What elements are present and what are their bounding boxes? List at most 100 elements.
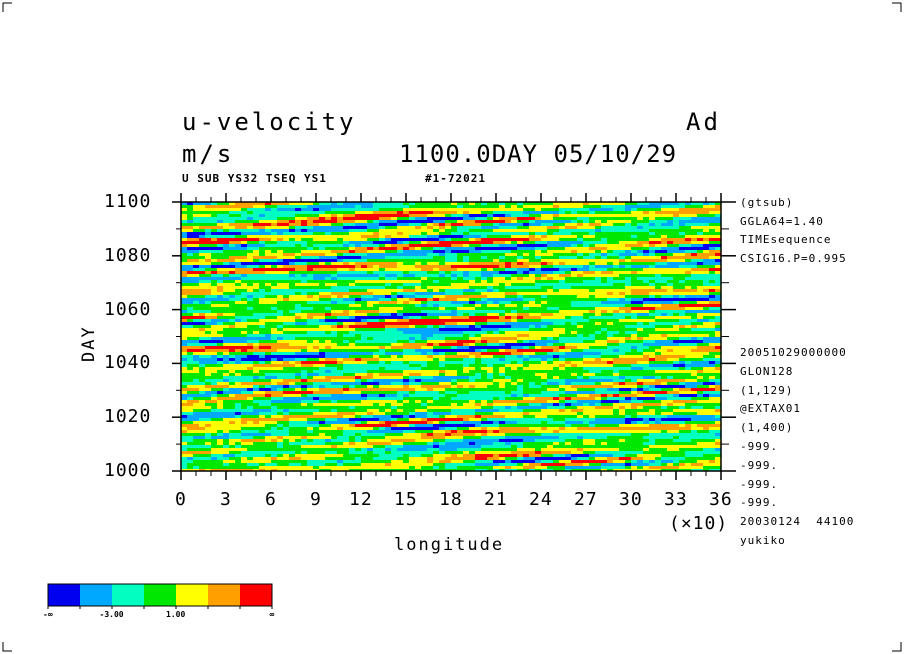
heatmap-cell [469, 235, 475, 238]
heatmap-cell [493, 241, 499, 244]
heatmap-cell [181, 208, 187, 211]
heatmap-cell [217, 274, 223, 277]
heatmap-cell [487, 295, 493, 298]
heatmap-cell [661, 277, 667, 280]
heatmap-cell [667, 277, 673, 280]
heatmap-cell [511, 280, 517, 283]
heatmap-cell [433, 271, 439, 274]
heatmap-cell [577, 220, 583, 223]
heatmap-cell [619, 271, 625, 274]
heatmap-cell [571, 238, 577, 241]
heatmap-cell [289, 280, 295, 283]
heatmap-cell [553, 211, 559, 214]
heatmap-cell [421, 244, 427, 247]
heatmap-cell [547, 301, 553, 304]
heatmap-cell [235, 235, 241, 238]
heatmap-cell [211, 220, 217, 223]
heatmap-cell [631, 298, 637, 301]
heatmap-cell [433, 295, 439, 298]
heatmap-cell [415, 274, 421, 277]
heatmap-cell [409, 250, 415, 253]
heatmap-cell [535, 292, 541, 295]
heatmap-cell [703, 268, 709, 271]
heatmap-cell [481, 256, 487, 259]
heatmap-cell [205, 286, 211, 289]
heatmap-cell [661, 217, 667, 220]
heatmap-cell [703, 274, 709, 277]
heatmap-cell [589, 253, 595, 256]
heatmap-cell [493, 211, 499, 214]
heatmap-cell [205, 211, 211, 214]
heatmap-cell [307, 277, 313, 280]
heatmap-cell [649, 289, 655, 292]
heatmap-cell [199, 274, 205, 277]
heatmap-cell [469, 229, 475, 232]
heatmap-cell [655, 268, 661, 271]
heatmap-cell [697, 304, 703, 307]
heatmap-cell [277, 268, 283, 271]
heatmap-cell [559, 265, 565, 268]
heatmap-cell [643, 241, 649, 244]
heatmap-cell [529, 274, 535, 277]
heatmap-cell [685, 220, 691, 223]
heatmap-cell [679, 271, 685, 274]
heatmap-cell [487, 292, 493, 295]
heatmap-cell [613, 280, 619, 283]
heatmap-cell [475, 265, 481, 268]
heatmap-cell [193, 208, 199, 211]
heatmap-cell [703, 277, 709, 280]
heatmap-cell [385, 271, 391, 274]
heatmap-cell [223, 295, 229, 298]
heatmap-cell [487, 241, 493, 244]
heatmap-cell [193, 304, 199, 307]
heatmap-cell [697, 271, 703, 274]
heatmap-cell [415, 262, 421, 265]
heatmap-cell [205, 226, 211, 229]
heatmap-cell [193, 295, 199, 298]
heatmap-cell [673, 205, 679, 208]
heatmap-cell [715, 229, 721, 232]
heatmap-cell [253, 277, 259, 280]
heatmap-cell [463, 259, 469, 262]
heatmap-cell [691, 214, 697, 217]
heatmap-cell [625, 259, 631, 262]
heatmap-cell [367, 271, 373, 274]
heatmap-cell [283, 271, 289, 274]
heatmap-cell [667, 220, 673, 223]
heatmap-cell [301, 226, 307, 229]
heatmap-cell [253, 226, 259, 229]
heatmap-cell [277, 253, 283, 256]
heatmap-cell [313, 295, 319, 298]
heatmap-cell [415, 286, 421, 289]
heatmap-cell [241, 232, 247, 235]
heatmap-cell [481, 298, 487, 301]
heatmap-cell [595, 208, 601, 211]
heatmap-cell [421, 235, 427, 238]
heatmap-cell [457, 253, 463, 256]
heatmap-cell [607, 283, 613, 286]
heatmap-cell [613, 301, 619, 304]
heatmap-cell [391, 205, 397, 208]
heatmap-cell [361, 301, 367, 304]
heatmap-cell [451, 280, 457, 283]
heatmap-cell [253, 241, 259, 244]
heatmap-cell [247, 238, 253, 241]
heatmap-cell [679, 241, 685, 244]
heatmap-cell [367, 244, 373, 247]
heatmap-cell [385, 202, 391, 205]
heatmap-cell [211, 268, 217, 271]
heatmap-cell [553, 250, 559, 253]
heatmap-cell [481, 202, 487, 205]
heatmap-cell [379, 283, 385, 286]
heatmap-cell [583, 298, 589, 301]
heatmap-cell [613, 226, 619, 229]
subline-left: U SUB YS32 TSEQ YS1 [182, 172, 327, 185]
heatmap-cell [457, 298, 463, 301]
heatmap-cell [247, 295, 253, 298]
heatmap-cell [313, 256, 319, 259]
heatmap-cell [577, 226, 583, 229]
heatmap-cell [307, 226, 313, 229]
heatmap-cell [637, 295, 643, 298]
heatmap-cell [391, 259, 397, 262]
heatmap-cell [619, 301, 625, 304]
